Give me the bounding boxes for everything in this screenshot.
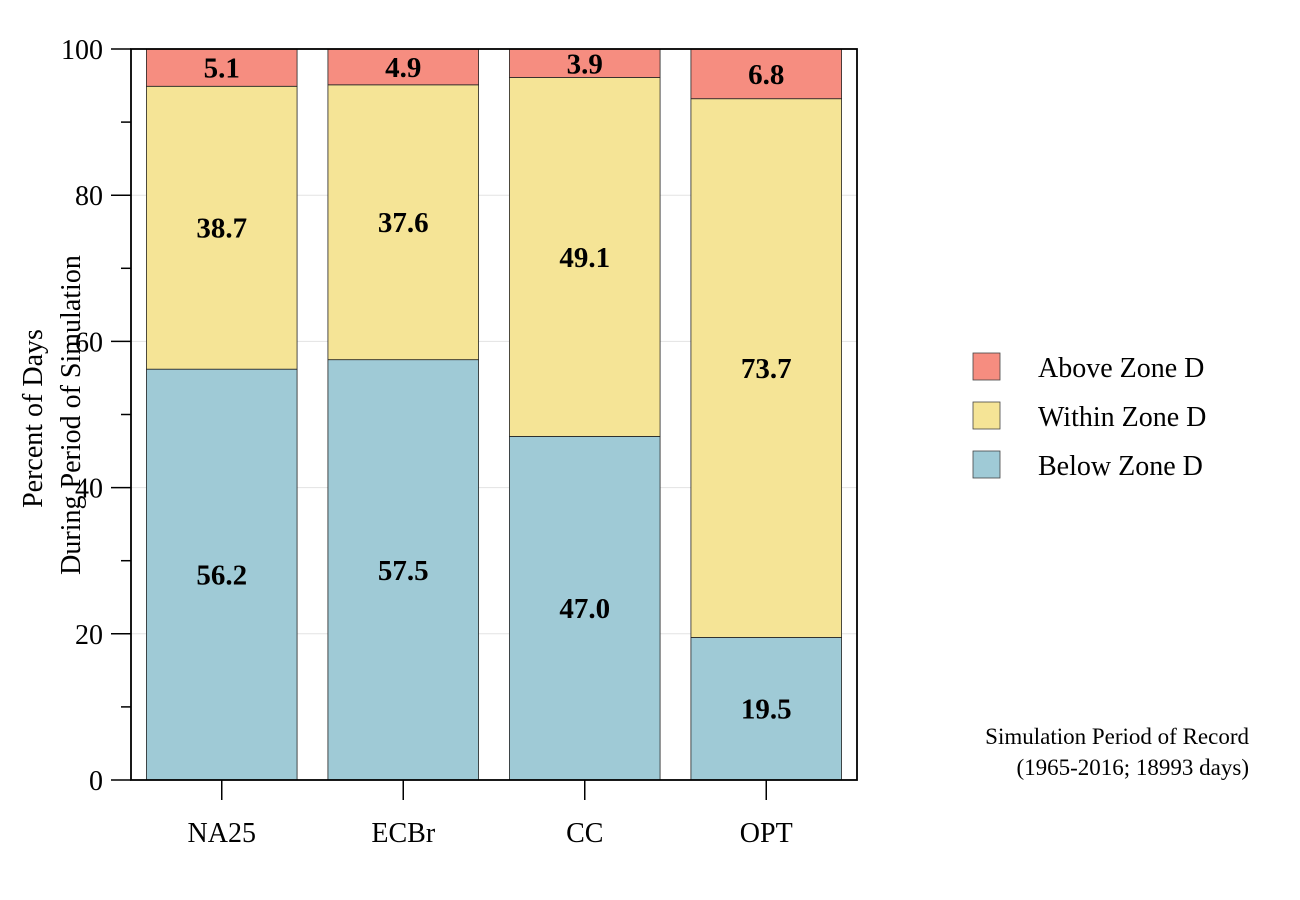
data-label-OPT-2: 6.8 [748, 59, 784, 91]
y-axis-title: Percent of Days During Period of Simulat… [18, 255, 87, 575]
data-label-ECBr-1: 37.6 [378, 207, 429, 239]
data-label-NA25-2: 5.1 [204, 53, 240, 85]
bar-ECBr-within-zone-d [327, 84, 479, 361]
legend: Above Zone D Within Zone D Below Zone D [972, 352, 1206, 482]
legend-label-below-zone-d: Below Zone D [1038, 451, 1203, 482]
x-tick-label-NA25: NA25 [188, 818, 256, 849]
y-tick-label-0: 0 [89, 766, 103, 797]
bar-OPT-above-zone-d [690, 48, 842, 100]
bar-ECBr-below-zone-d [327, 359, 479, 781]
bar-CC-above-zone-d [509, 48, 661, 78]
bars [146, 48, 842, 781]
legend-swatch-above-zone-d [972, 352, 1001, 381]
y-tick-label-100: 100 [61, 35, 103, 66]
y-axis-title-line-1: Percent of Days [18, 329, 49, 508]
y-axis-title-line-2: During Period of Simulation [56, 255, 87, 575]
bar-NA25-within-zone-d [146, 85, 298, 370]
x-tick-label-OPT: OPT [740, 818, 793, 849]
data-label-ECBr-2: 4.9 [385, 52, 421, 84]
period-note: Simulation Period of Record (1965-2016; … [985, 724, 1249, 780]
y-tick-label-80: 80 [75, 181, 103, 212]
bar-CC-below-zone-d [509, 436, 661, 781]
legend-swatch-within-zone-d [972, 401, 1001, 430]
y-tick-label-60: 60 [75, 327, 103, 358]
y-tick-label-20: 20 [75, 620, 103, 651]
bar-NA25-above-zone-d [146, 48, 298, 87]
bar-NA25-below-zone-d [146, 368, 298, 781]
x-tick-label-ECBr: ECBr [371, 818, 435, 849]
legend-label-above-zone-d: Above Zone D [1038, 353, 1204, 384]
legend-swatch-below-zone-d [972, 450, 1001, 479]
data-labels: 56.2 38.7 5.1 57.5 37.6 4.9 47.0 49.1 3.9 19.5 73.… [196, 48, 791, 725]
axes: NA25 ECBr CC OPT 0 20 40 60 80 100 [61, 35, 858, 849]
data-label-OPT-1: 73.7 [741, 353, 792, 385]
y-tick-label-40: 40 [75, 474, 103, 505]
data-label-CC-0: 47.0 [559, 593, 610, 625]
x-tick-label-CC: CC [566, 818, 603, 849]
data-label-NA25-0: 56.2 [196, 560, 247, 592]
data-label-OPT-0: 19.5 [741, 694, 792, 726]
period-note-line-2: (1965-2016; 18993 days) [1016, 755, 1249, 780]
legend-label-within-zone-d: Within Zone D [1038, 402, 1206, 433]
bar-CC-within-zone-d [509, 77, 661, 437]
data-label-NA25-1: 38.7 [196, 213, 247, 245]
period-note-line-1: Simulation Period of Record [985, 724, 1249, 749]
bar-ECBr-above-zone-d [327, 48, 479, 86]
data-label-ECBr-0: 57.5 [378, 555, 429, 587]
data-label-CC-2: 3.9 [567, 48, 603, 80]
bar-OPT-within-zone-d [690, 98, 842, 638]
data-label-CC-1: 49.1 [559, 242, 610, 274]
